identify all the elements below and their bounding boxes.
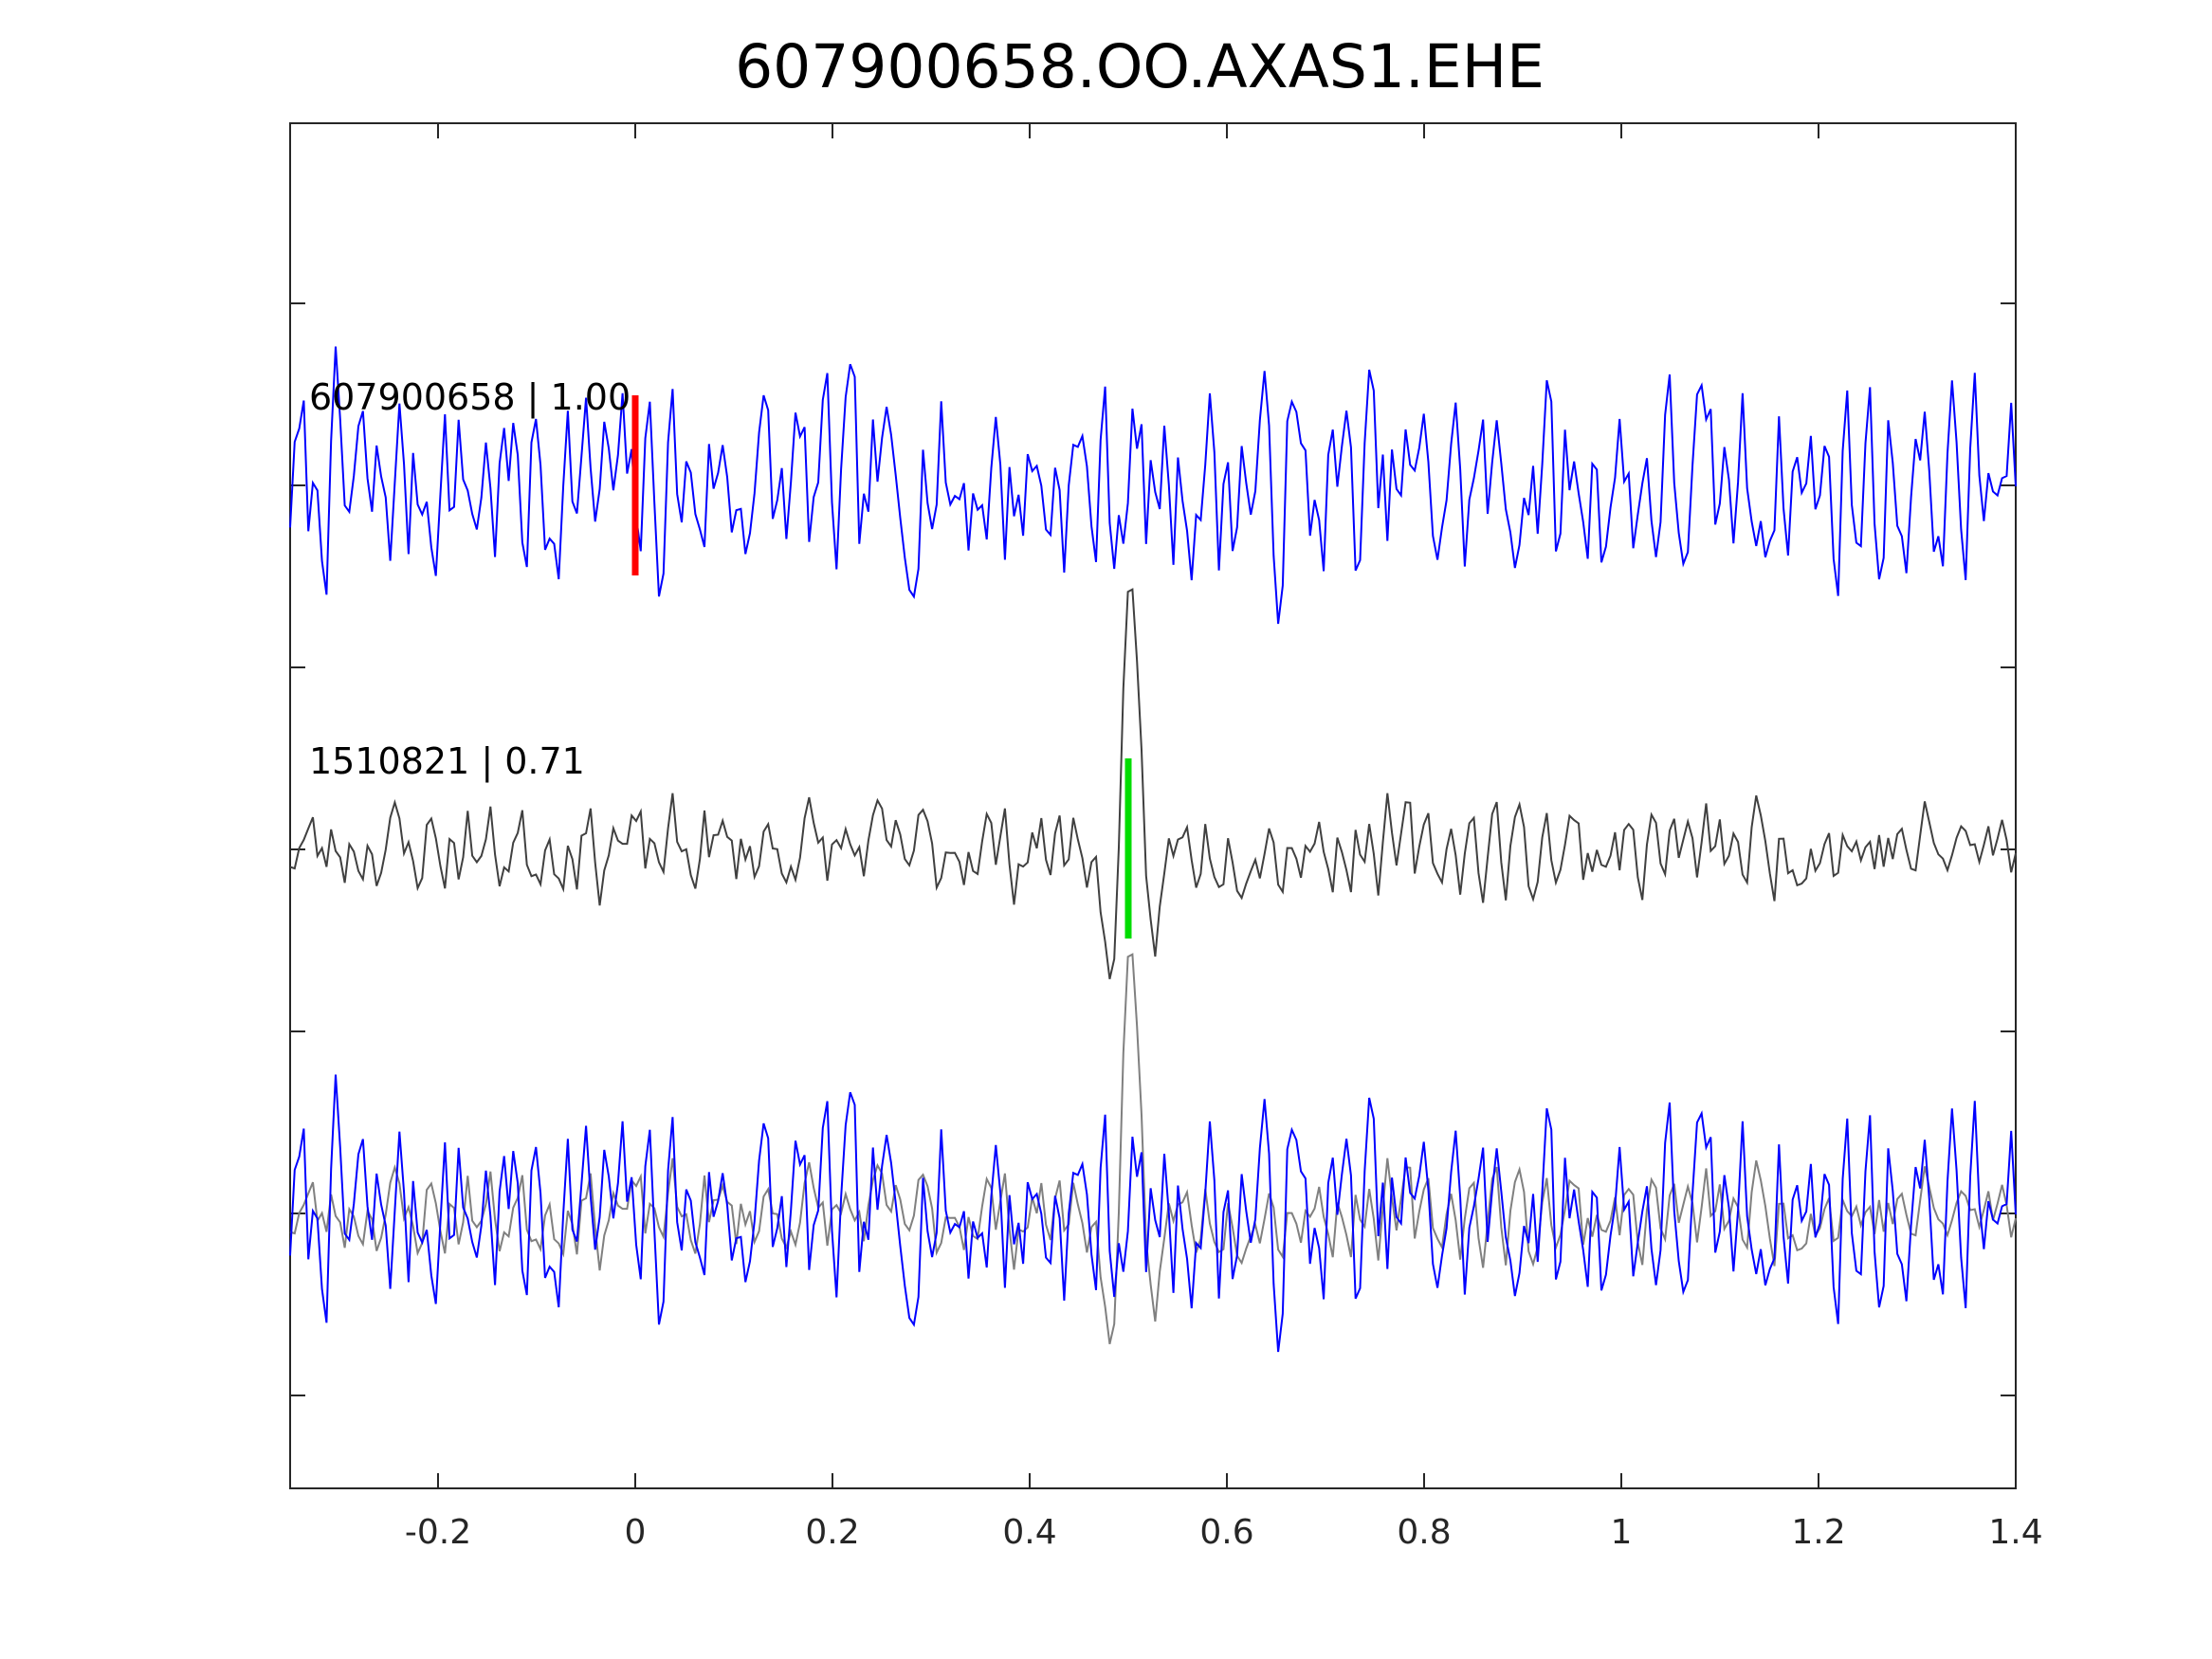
trace-1510821 [289,588,2017,980]
x-tick-label: -0.2 [405,1513,471,1552]
y-ticks [290,302,2016,1396]
x-tick-label: 0 [625,1513,647,1552]
x-tick-label: 0.2 [805,1513,859,1552]
overlay-trace-1510821 [289,953,2017,1345]
trace-labels: 607900658 | 1.00 1510821 | 0.71 [309,376,631,783]
traces [289,346,2017,1353]
x-tick-label: 1 [1611,1513,1633,1552]
x-tick-label: 1.2 [1791,1513,1845,1552]
x-tick-label: 0.6 [1199,1513,1253,1552]
plot-frame [289,122,2017,1489]
overlay-trace-607900658 [289,1074,2017,1353]
x-tick-label: 0.4 [1002,1513,1056,1552]
trace-label-top: 607900658 | 1.00 [309,376,631,419]
x-tick-label: 1.4 [1988,1513,2042,1552]
chart-title: 607900658.OO.AXAS1.EHE [735,32,1545,101]
x-tick-label: 0.8 [1397,1513,1451,1552]
x-ticks: -0.2 0 0.2 0.4 0.6 0.8 1 1.2 1.4 [405,123,2043,1552]
trace-label-middle: 1510821 | 0.71 [309,740,585,783]
trace-607900658 [289,346,2017,625]
